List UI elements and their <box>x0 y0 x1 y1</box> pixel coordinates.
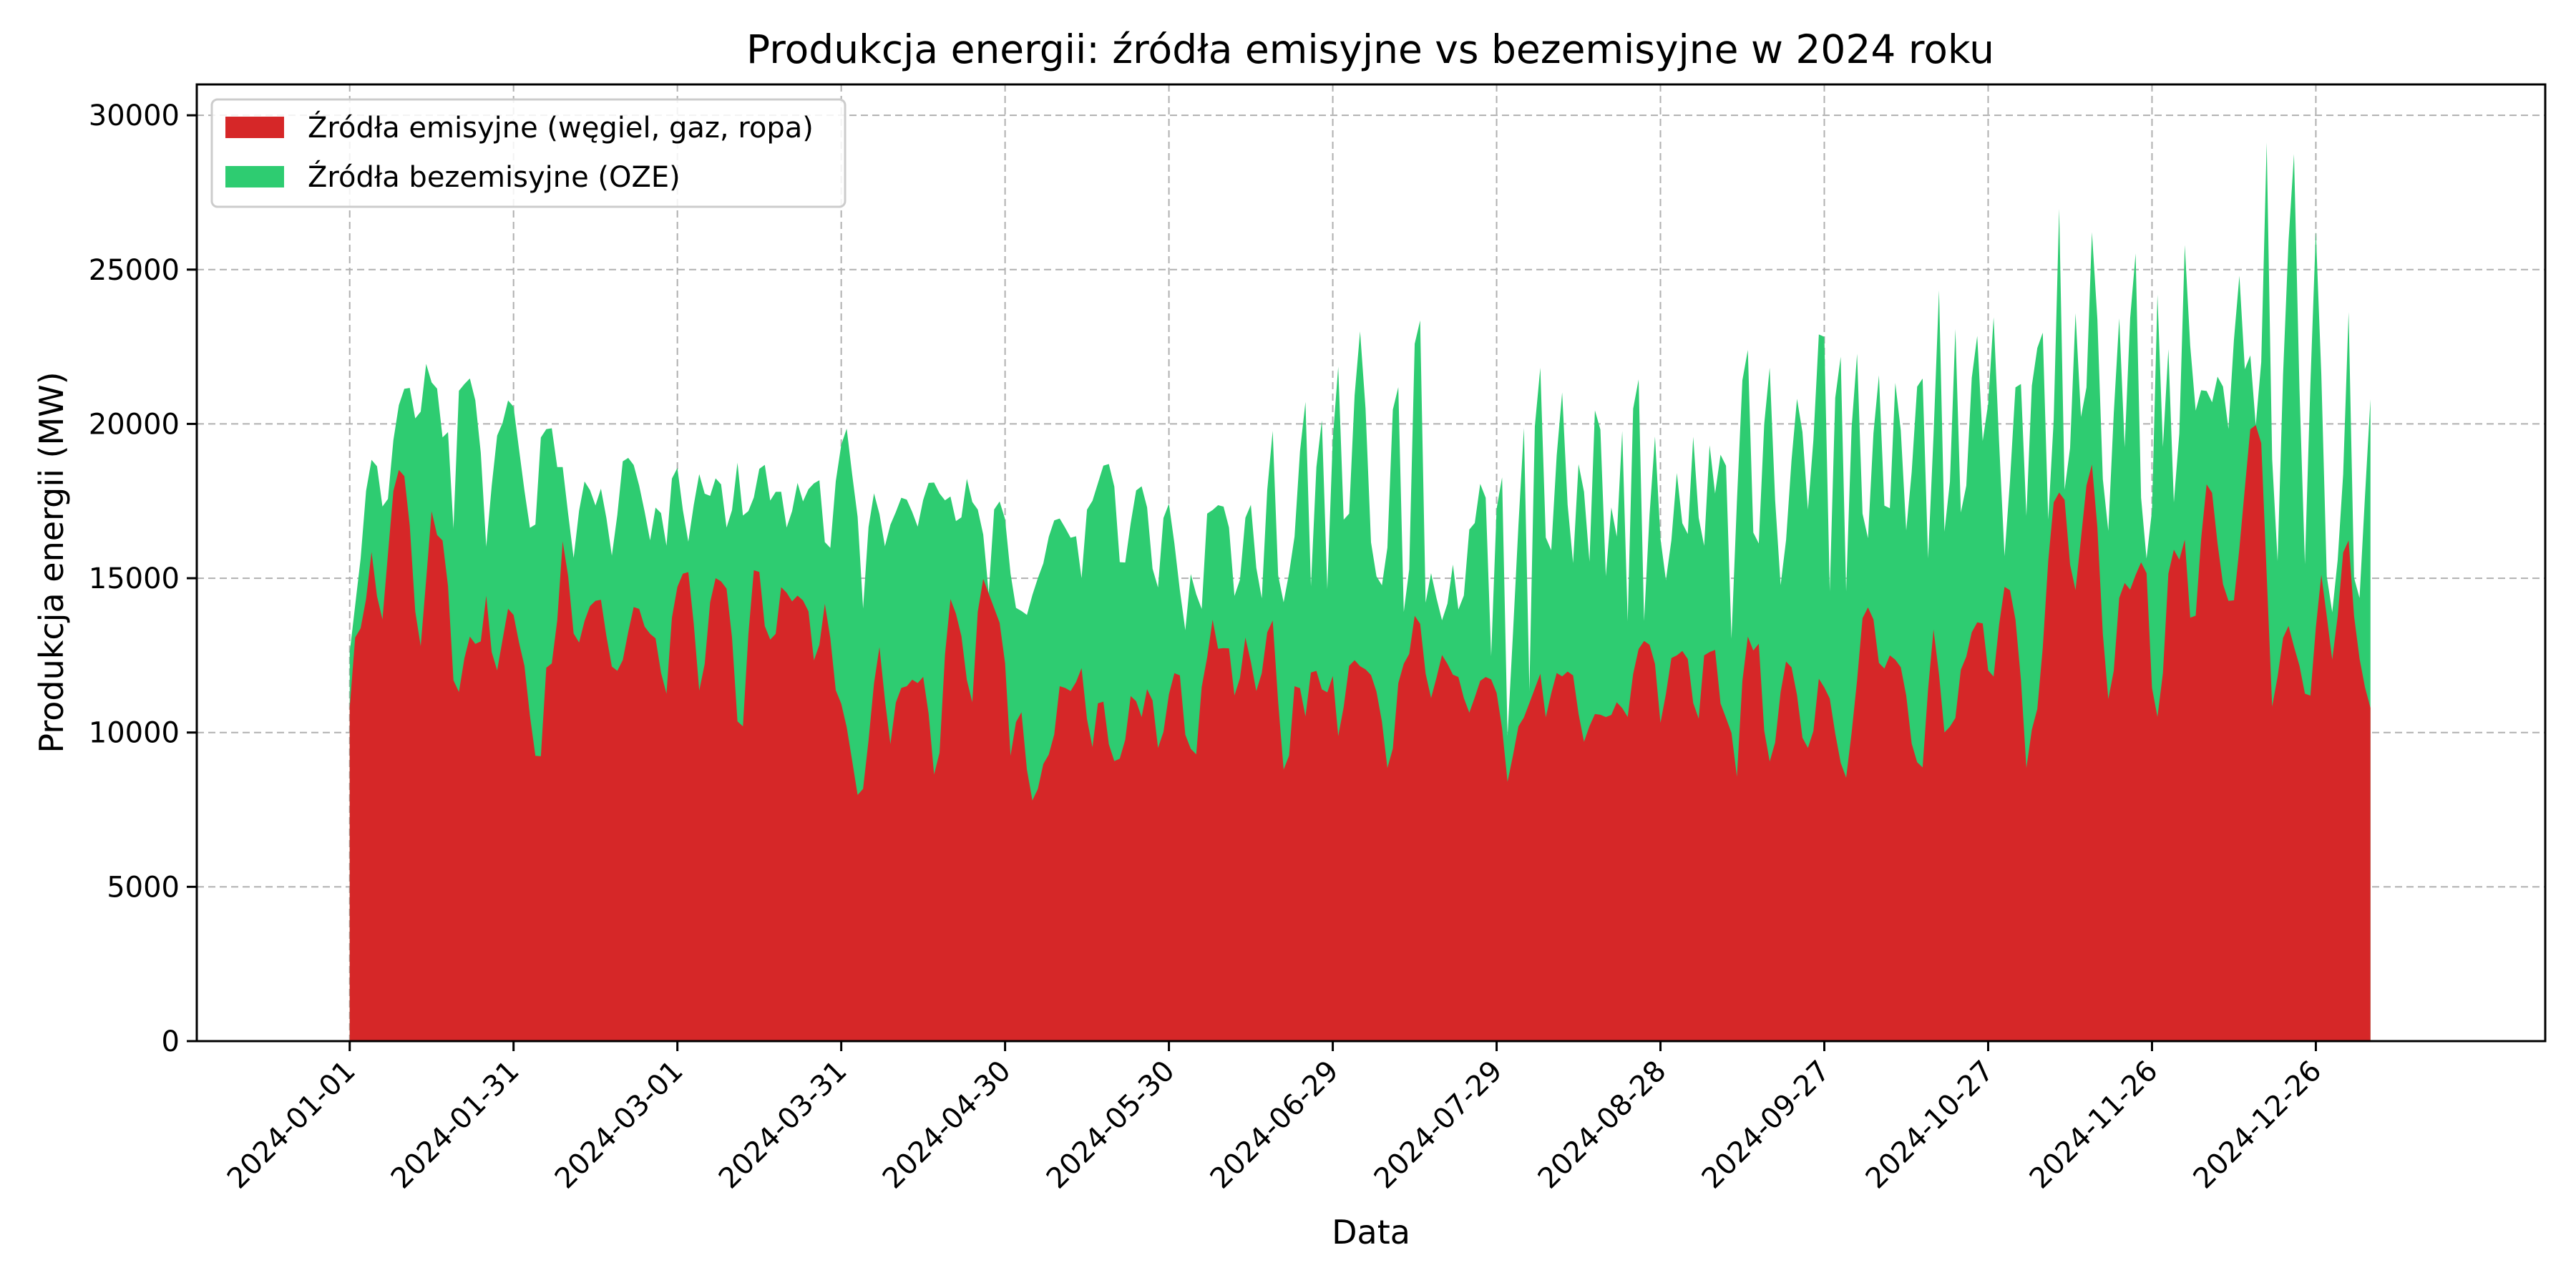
plot-frame <box>195 83 2547 1043</box>
x-axis-title: Data <box>1332 1213 1410 1252</box>
y-tick-label: 15000 <box>89 562 180 595</box>
y-tick-label: 5000 <box>107 871 180 904</box>
area-emission <box>349 425 2371 1041</box>
chart-title: Produkcja energii: źródła emisyjne vs be… <box>746 26 1994 72</box>
legend-swatch-renewable <box>225 166 284 187</box>
legend-box <box>210 98 847 208</box>
y-tick-label: 10000 <box>89 717 180 750</box>
y-tick-label: 30000 <box>89 99 180 132</box>
legend-label-renewable: Źródła bezemisyjne (OZE) <box>308 160 680 194</box>
legend: Źródła emisyjne (węgiel, gaz, ropa) Źród… <box>210 98 847 208</box>
y-tick-label: 20000 <box>89 408 180 441</box>
y-axis-title: Produkcja energii (MW) <box>32 371 71 753</box>
y-tick-label: 25000 <box>89 254 180 287</box>
area-series <box>349 142 2371 1042</box>
legend-label-emission: Źródła emisyjne (węgiel, gaz, ropa) <box>308 110 814 145</box>
y-tick-label: 0 <box>162 1025 180 1058</box>
legend-swatch-emission <box>225 117 284 138</box>
